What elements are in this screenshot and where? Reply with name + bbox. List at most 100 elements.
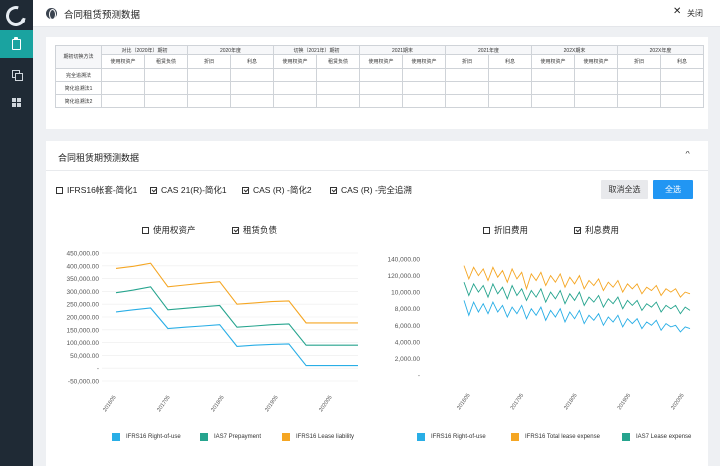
table-cell[interactable] (488, 81, 532, 95)
x-tick-label: 201805 (563, 393, 578, 411)
filter-cas21-simplified1[interactable]: CAS 21(R)-简化1 (150, 184, 227, 196)
legend-item[interactable]: IAS7 Lease expense (622, 433, 691, 441)
filter-cas-simplified2[interactable]: CAS (R) -简化2 (242, 184, 312, 196)
y-tick-label: 300,000.00 (66, 289, 99, 296)
column-header: 折旧 (617, 54, 661, 69)
series-line (115, 286, 358, 346)
toggle-depreciation[interactable]: 折旧费用 (483, 224, 528, 236)
table-cell[interactable] (273, 68, 317, 82)
table-cell[interactable] (230, 94, 274, 108)
table-cell[interactable] (187, 68, 231, 82)
table-cell[interactable] (445, 81, 489, 95)
table-cell[interactable] (660, 68, 704, 82)
table-cell[interactable] (488, 68, 532, 82)
table-cell[interactable] (402, 94, 446, 108)
close-icon[interactable]: ✕ (673, 6, 682, 17)
y-tick-label: 350,000.00 (66, 276, 99, 283)
checkbox-icon[interactable] (56, 186, 63, 194)
filter-ifrs16-simplified1[interactable]: IFRS16帐套-简化1 (56, 184, 137, 196)
toggle-interest[interactable]: 利息费用 (574, 224, 619, 236)
group-header: 2020年度 (187, 45, 274, 55)
column-header: 使用权资产 (273, 54, 317, 69)
table-cell[interactable] (187, 94, 231, 108)
table-cell[interactable] (617, 68, 661, 82)
sidebar-item-copy[interactable] (0, 60, 33, 88)
divider (46, 170, 708, 171)
group-header: 2021年度 (445, 45, 532, 55)
select-all-button[interactable]: 全选 (653, 180, 693, 199)
close-button[interactable]: 关闭 (687, 9, 703, 18)
legend-item[interactable]: IFRS16 Right-of-use (417, 433, 486, 441)
table-cell[interactable] (402, 81, 446, 95)
filter-cas-full-retrospective[interactable]: CAS (R) -完全追溯 (330, 184, 412, 196)
table-cell[interactable] (230, 81, 274, 95)
summary-table: 期初切换方法 对比（2020年）期初 2020年度 切换（2021年）期初 20… (55, 45, 704, 108)
table-cell[interactable] (531, 68, 575, 82)
legend-item[interactable]: IAS7 Prepayment (200, 433, 261, 441)
legend-item[interactable]: IFRS16 Right-of-use (112, 433, 181, 441)
table-cell[interactable] (101, 81, 145, 95)
column-header: 使用权资产 (574, 54, 618, 69)
table-cell[interactable] (187, 81, 231, 95)
table-cell[interactable] (617, 94, 661, 108)
y-tick-label: 8,000.00 (395, 306, 421, 313)
table-cell[interactable] (488, 94, 532, 108)
checkbox-checked-icon[interactable] (242, 186, 249, 194)
legend-swatch (112, 433, 120, 441)
column-header: 租赁负债 (144, 54, 188, 69)
toggle-lease-liability[interactable]: 租赁负债 (232, 224, 277, 236)
table-cell[interactable] (531, 81, 575, 95)
table-cell[interactable] (316, 94, 360, 108)
row-header: 简化追溯法2 (55, 94, 102, 108)
table-cell[interactable] (101, 94, 145, 108)
table-cell[interactable] (574, 94, 618, 108)
legend-item[interactable]: IFRS16 Lease liability (282, 433, 354, 441)
table-cell[interactable] (402, 68, 446, 82)
table-cell[interactable] (574, 68, 618, 82)
deselect-all-button[interactable]: 取消全选 (601, 180, 648, 199)
table-cell[interactable] (660, 81, 704, 95)
table-cell[interactable] (273, 81, 317, 95)
series-line (463, 300, 691, 333)
checkbox-icon[interactable] (142, 226, 149, 234)
copy-icon (12, 69, 23, 81)
legend-item[interactable]: IFRS16 Total lease expense (511, 433, 600, 441)
table-cell[interactable] (359, 81, 403, 95)
table-cell[interactable] (273, 94, 317, 108)
table-cell[interactable] (617, 81, 661, 95)
table-cell[interactable] (574, 81, 618, 95)
table-cell[interactable] (230, 68, 274, 82)
sidebar-item-clipboard[interactable] (0, 30, 33, 58)
checkbox-checked-icon[interactable] (232, 226, 239, 234)
chevron-up-icon[interactable]: ^ (685, 151, 690, 158)
y-tick-label: 50,000.00 (70, 353, 99, 360)
table-cell[interactable] (101, 68, 145, 82)
checkbox-checked-icon[interactable] (574, 226, 581, 234)
y-tick-label: 120,000.00 (387, 273, 420, 280)
table-cell[interactable] (531, 94, 575, 108)
group-header: 202X年度 (617, 45, 704, 55)
table-cell[interactable] (445, 68, 489, 82)
table-cell[interactable] (359, 68, 403, 82)
y-tick-label: -50,000.00 (68, 379, 99, 386)
table-cell[interactable] (144, 94, 188, 108)
x-tick-label: 201605 (456, 393, 471, 411)
table-cell[interactable] (144, 81, 188, 95)
toggle-right-of-use[interactable]: 使用权资产 (142, 224, 196, 236)
table-cell[interactable] (445, 94, 489, 108)
table-cell[interactable] (660, 94, 704, 108)
table-cell[interactable] (359, 94, 403, 108)
y-tick-label: - (97, 366, 99, 373)
table-cell[interactable] (316, 81, 360, 95)
table-cell[interactable] (144, 68, 188, 82)
checkbox-icon[interactable] (483, 226, 490, 234)
legend-swatch (511, 433, 519, 441)
table-cell[interactable] (316, 68, 360, 82)
y-tick-label: 450,000.00 (66, 251, 99, 258)
checkbox-checked-icon[interactable] (330, 186, 337, 194)
sidebar-item-grid[interactable] (0, 88, 33, 116)
right-line-chart: 140,000.00 120,000.00 10,000.00 8,000.00 6,0… (387, 257, 691, 411)
checkbox-checked-icon[interactable] (150, 186, 157, 194)
y-tick-label: 100,000.00 (66, 340, 99, 347)
row-header: 完全追溯法 (55, 68, 102, 82)
